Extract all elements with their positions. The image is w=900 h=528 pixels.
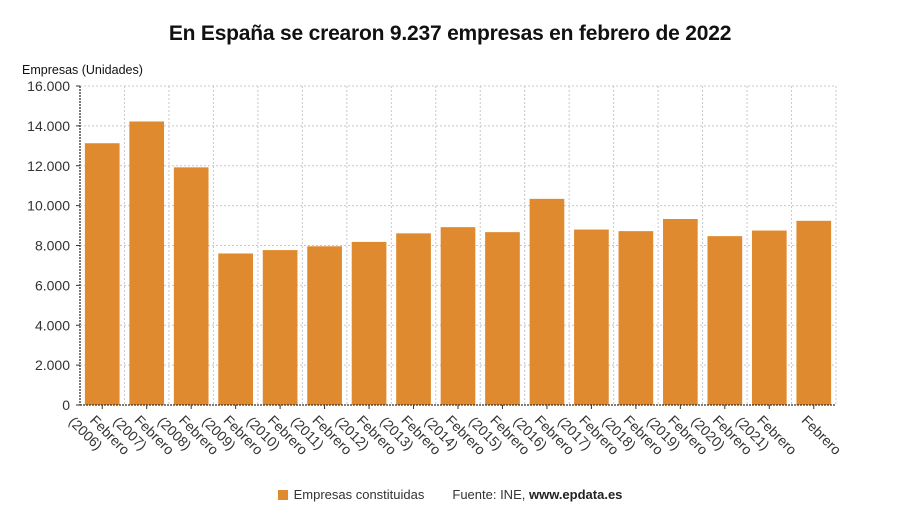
y-tick-label: 0 xyxy=(62,397,70,413)
y-tick-label: 10.000 xyxy=(27,198,70,214)
chart-title: En España se crearon 9.237 empresas en f… xyxy=(168,22,732,45)
legend: Empresas constituidas Fuente: INE, www.e… xyxy=(0,487,900,502)
legend-item-empresas: Empresas constituidas xyxy=(277,487,425,502)
source-site: www.epdata.es xyxy=(528,487,623,502)
y-tick-label: 4.000 xyxy=(35,317,70,333)
bar xyxy=(173,167,209,405)
bar xyxy=(307,246,342,405)
x-tick-label-line: Febrero xyxy=(799,412,845,458)
bar xyxy=(707,236,743,405)
source-note: Fuente: INE, www.epdata.es xyxy=(452,487,622,502)
bar xyxy=(440,227,476,405)
legend-swatch xyxy=(277,489,288,500)
source-prefix: Fuente: INE, xyxy=(452,487,529,502)
bar xyxy=(663,218,698,405)
bars xyxy=(84,121,832,406)
y-tick-label: 8.000 xyxy=(35,238,70,254)
y-tick-label: 14.000 xyxy=(27,118,70,134)
y-tick-label: 12.000 xyxy=(27,158,70,174)
y-axis-label: Empresas (Unidades) xyxy=(22,63,143,77)
bar xyxy=(485,232,520,405)
legend-label: Empresas constituidas xyxy=(293,487,425,502)
bar xyxy=(129,121,165,406)
bar xyxy=(618,231,654,405)
bar xyxy=(396,233,431,405)
bar xyxy=(262,250,298,405)
y-tick-labels: 0 2.000 4.000 6.000 8.000 10.000 12.000 14.000 1… xyxy=(27,78,70,413)
bar xyxy=(796,220,832,405)
bar xyxy=(574,229,609,405)
y-tick-label: 16.000 xyxy=(27,78,70,94)
bar xyxy=(84,143,120,405)
y-tick-label: 6.000 xyxy=(35,277,70,293)
x-tick-labels: Febrero(2006) Febrero(2007) Febrero(2008) F… xyxy=(66,412,845,458)
axes xyxy=(76,85,836,409)
x-tick-label: Febrero xyxy=(799,412,845,458)
y-tick-label: 2.000 xyxy=(35,357,70,373)
bar xyxy=(218,253,253,405)
bar xyxy=(529,198,565,405)
bar xyxy=(351,241,387,405)
bar xyxy=(751,230,787,405)
